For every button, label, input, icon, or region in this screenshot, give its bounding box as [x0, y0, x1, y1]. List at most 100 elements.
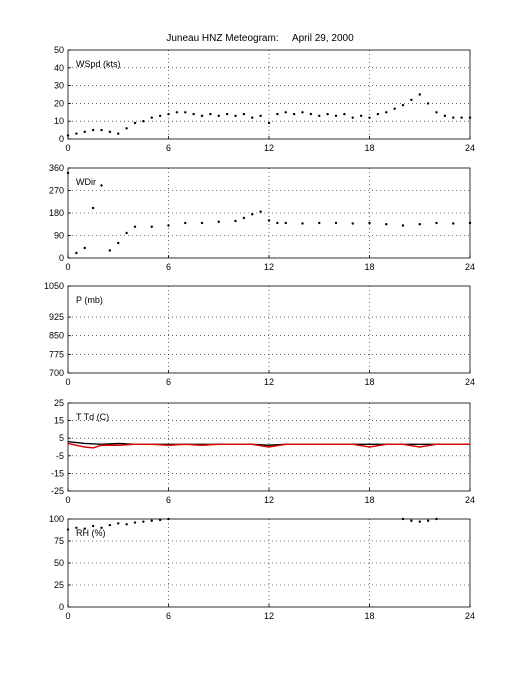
data-point [318, 114, 321, 118]
data-point [117, 132, 120, 135]
data-point [167, 112, 170, 116]
data-point [426, 102, 430, 105]
data-point [385, 111, 388, 114]
data-point [225, 112, 229, 116]
data-point [351, 222, 354, 225]
data-point [125, 523, 128, 526]
data-point [284, 111, 287, 114]
data-point [368, 221, 371, 225]
data-point [318, 221, 321, 225]
data-point [301, 222, 304, 225]
x-tick-label: 18 [364, 377, 374, 387]
y-tick-label: 30 [54, 81, 64, 91]
data-point [385, 223, 388, 226]
y-tick-label: -15 [51, 468, 64, 478]
y-tick-label: 40 [54, 63, 64, 73]
data-point [91, 206, 95, 210]
y-tick-label: 180 [49, 208, 64, 218]
x-tick-label: 0 [65, 495, 70, 505]
data-point [292, 112, 296, 116]
panel-label: RH (%) [76, 528, 106, 538]
data-point [83, 130, 86, 134]
chart-title: Juneau HNZ Meteogram: April 29, 2000 [166, 33, 354, 44]
x-tick-label: 18 [364, 262, 374, 272]
data-point [418, 520, 421, 523]
data-point [326, 112, 329, 116]
data-point [276, 221, 279, 225]
data-point [100, 128, 103, 132]
data-point [133, 521, 137, 524]
data-point [133, 225, 137, 228]
data-point [83, 527, 86, 530]
y-tick-label: 20 [54, 98, 64, 108]
panel-4: 0 6 12 18 24 0 25 50 75 100 RH (%) [49, 514, 475, 621]
data-point [468, 116, 472, 119]
data-point [200, 114, 204, 118]
data-point [192, 112, 195, 116]
data-point [443, 114, 447, 118]
data-point [267, 219, 271, 222]
data-point [401, 517, 405, 521]
data-point [100, 184, 103, 187]
data-point [142, 520, 145, 523]
data-point [91, 524, 95, 528]
panel-label: WSpd (kts) [76, 59, 121, 69]
data-point [108, 249, 112, 252]
panel-label: WDir [76, 177, 96, 187]
data-point [108, 130, 112, 134]
data-point [401, 224, 405, 227]
data-point [184, 111, 187, 114]
y-tick-label: 100 [49, 514, 64, 524]
x-tick-label: 6 [166, 262, 171, 272]
axes-box [67, 285, 471, 374]
data-point [309, 112, 313, 116]
data-point [142, 120, 145, 123]
y-tick-label: 700 [49, 368, 64, 378]
x-tick-label: 24 [465, 611, 475, 621]
data-point [75, 132, 78, 135]
data-point [125, 231, 128, 235]
data-point [376, 112, 380, 116]
y-tick-label: 270 [49, 186, 64, 196]
data-point [259, 210, 262, 213]
data-point [435, 517, 438, 521]
data-point [251, 213, 254, 216]
y-tick-label: 360 [49, 163, 64, 173]
data-point [167, 224, 170, 227]
x-tick-label: 18 [364, 611, 374, 621]
data-point [301, 111, 304, 114]
data-point [75, 251, 78, 255]
x-tick-label: 12 [264, 377, 274, 387]
data-point [418, 223, 421, 226]
data-point [66, 171, 70, 175]
data-point [276, 112, 279, 116]
y-tick-label: 0 [59, 134, 64, 144]
y-tick-label: 75 [54, 536, 64, 546]
data-point [158, 518, 162, 522]
data-point [468, 221, 472, 225]
y-tick-label: 925 [49, 312, 64, 322]
data-point [133, 121, 137, 125]
x-tick-label: 6 [166, 611, 171, 621]
data-point [150, 225, 153, 228]
data-point [334, 221, 338, 225]
y-tick-label: 0 [59, 602, 64, 612]
data-point [418, 93, 421, 96]
data-point [242, 216, 246, 220]
data-point [66, 134, 70, 137]
data-point [410, 519, 413, 522]
data-point [460, 116, 463, 119]
data-point [267, 121, 271, 125]
data-point [150, 116, 153, 119]
data-point [452, 222, 455, 225]
y-tick-label: 25 [54, 398, 64, 408]
y-tick-label: 50 [54, 45, 64, 55]
data-point [209, 112, 212, 116]
y-tick-label: 25 [54, 580, 64, 590]
x-tick-label: 6 [166, 495, 171, 505]
data-point [83, 246, 86, 250]
x-tick-label: 18 [364, 143, 374, 153]
data-point [242, 112, 246, 116]
x-tick-label: 12 [264, 143, 274, 153]
